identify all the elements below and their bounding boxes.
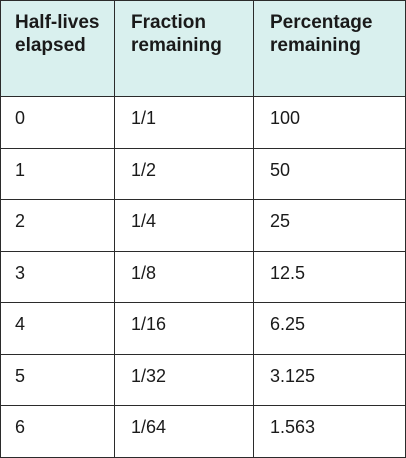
cell-half-lives: 1 xyxy=(0,147,115,200)
cell-fraction: 1/64 xyxy=(114,405,254,458)
cell-fraction: 1/16 xyxy=(114,302,254,355)
cell-half-lives: 0 xyxy=(0,96,115,149)
cell-half-lives: 4 xyxy=(0,302,115,355)
table-row: 5 1/32 3.125 xyxy=(0,353,406,406)
cell-half-lives: 3 xyxy=(0,250,115,303)
cell-fraction: 1/4 xyxy=(114,199,254,252)
table-row: 2 1/4 25 xyxy=(0,199,406,252)
cell-percentage: 100 xyxy=(253,96,406,149)
cell-percentage: 3.125 xyxy=(253,353,406,406)
cell-percentage: 25 xyxy=(253,199,406,252)
cell-half-lives: 2 xyxy=(0,199,115,252)
cell-percentage: 1.563 xyxy=(253,405,406,458)
header-fraction-remaining: Fraction remaining xyxy=(114,0,254,97)
header-percentage-remaining: Percentage remaining xyxy=(253,0,406,97)
cell-fraction: 1/8 xyxy=(114,250,254,303)
cell-percentage: 12.5 xyxy=(253,250,406,303)
table-row: 4 1/16 6.25 xyxy=(0,302,406,355)
cell-fraction: 1/32 xyxy=(114,353,254,406)
cell-fraction: 1/1 xyxy=(114,96,254,149)
table-row: 6 1/64 1.563 xyxy=(0,405,406,458)
table-row: 0 1/1 100 xyxy=(0,96,406,149)
cell-half-lives: 5 xyxy=(0,353,115,406)
table-row: 1 1/2 50 xyxy=(0,147,406,200)
cell-percentage: 6.25 xyxy=(253,302,406,355)
cell-percentage: 50 xyxy=(253,147,406,200)
header-row: Half-lives elapsed Fraction remaining Pe… xyxy=(0,0,406,97)
header-half-lives-elapsed: Half-lives elapsed xyxy=(0,0,115,97)
cell-fraction: 1/2 xyxy=(114,147,254,200)
cell-half-lives: 6 xyxy=(0,405,115,458)
table-row: 3 1/8 12.5 xyxy=(0,250,406,303)
